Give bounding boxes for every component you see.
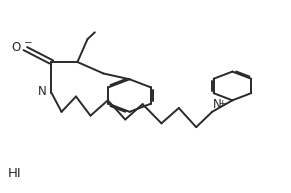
Text: +: + xyxy=(219,99,226,108)
Text: N: N xyxy=(213,98,221,111)
Text: N: N xyxy=(38,85,46,98)
Text: −: − xyxy=(24,38,33,48)
Text: HI: HI xyxy=(8,167,22,180)
Text: O: O xyxy=(12,41,21,54)
